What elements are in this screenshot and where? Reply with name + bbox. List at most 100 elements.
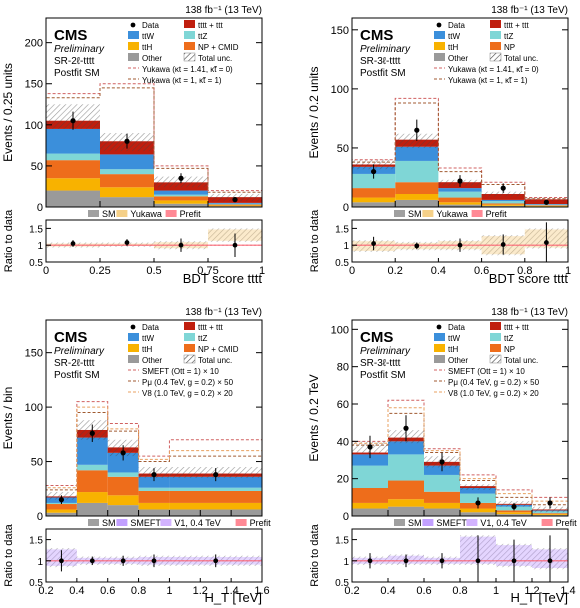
legend-label: ttW xyxy=(142,334,154,343)
ratio-point xyxy=(70,241,76,246)
bar-other xyxy=(138,509,170,516)
ratio-point xyxy=(151,558,157,564)
y-tick-label: 100 xyxy=(331,84,349,96)
ratio-legend-label: V1, 0.4 TeV xyxy=(480,518,526,528)
legend-swatch xyxy=(128,31,139,39)
lumi-label: 138 fb⁻¹ (13 TeV) xyxy=(491,5,568,16)
legend-data-marker xyxy=(436,22,442,28)
y-tick-label: 20 xyxy=(337,474,349,486)
bar-np-cmid xyxy=(46,504,77,510)
x-tick-label: 0.2 xyxy=(38,585,53,597)
bar-ttz xyxy=(169,487,262,491)
legend-label: V8 (1.0 TeV, g = 0.2) × 20 xyxy=(448,389,539,398)
ratio-legend-swatch xyxy=(88,210,99,217)
data-point xyxy=(371,168,377,175)
bar-ttw xyxy=(395,146,439,161)
ratio-legend-swatch xyxy=(394,519,405,526)
ratio-legend-label: SM xyxy=(102,518,116,528)
ratio-legend-swatch xyxy=(541,519,553,526)
bar-ttz xyxy=(438,191,482,198)
legend-label: tttt + ttt xyxy=(198,323,223,332)
x-tick-label: 0.4 xyxy=(431,265,446,277)
unc-band xyxy=(524,197,568,202)
x-tick-label: 1 xyxy=(259,265,265,277)
bar-np xyxy=(352,188,396,198)
bar-tth xyxy=(138,502,170,510)
bar-tth xyxy=(100,187,154,198)
bar-ttz xyxy=(352,173,396,189)
ratio-y-tick-label: 1 xyxy=(343,557,349,568)
ratio-legend-label: Prefit xyxy=(250,518,272,528)
x-tick-label: 1 xyxy=(166,585,172,597)
bar-tth xyxy=(395,194,439,200)
legend-swatch xyxy=(490,333,501,341)
region-label: SR-2ℓ-tttt xyxy=(54,56,95,67)
ratio-y-tick-label: 1 xyxy=(37,557,43,568)
y-tick-label: 200 xyxy=(25,38,43,50)
ratio-legend-swatch xyxy=(235,519,247,526)
bar-ttz xyxy=(208,203,262,205)
bar-tth xyxy=(208,205,262,207)
data-points xyxy=(70,111,238,203)
signal-line xyxy=(45,401,263,516)
ratio-panel: 0.5 1 1.5 SM SMEFT V1, 0.4 TeV Prefit Ratio to … xyxy=(3,518,271,589)
ratio-point xyxy=(403,558,409,564)
bar-other xyxy=(388,506,424,516)
bar-other xyxy=(169,509,262,516)
bar-tth xyxy=(460,508,496,513)
fit-label: Postfit SM xyxy=(54,370,100,381)
ratio-legend-label: SM xyxy=(408,518,422,528)
data-points xyxy=(367,415,553,511)
x-tick-label: 1.6 xyxy=(254,585,269,597)
ratio-point xyxy=(89,558,95,564)
unc-band xyxy=(481,191,525,197)
signal-line xyxy=(45,83,263,207)
bar-other xyxy=(424,508,460,516)
ratio-legend-swatch xyxy=(466,519,478,526)
fit-label: Postfit SM xyxy=(360,68,406,79)
x-tick-label: 0.5 xyxy=(146,265,161,277)
ratio-y-tick-label: 1 xyxy=(343,241,349,252)
legend-swatch xyxy=(489,354,502,364)
ratio-point xyxy=(547,558,553,564)
legend-swatch xyxy=(184,344,195,352)
data-point xyxy=(500,185,506,191)
legend-swatch xyxy=(434,355,445,363)
ratio-point xyxy=(59,558,64,564)
lumi-label: 138 fb⁻¹ (13 TeV) xyxy=(491,307,568,318)
legend-swatch xyxy=(489,52,502,62)
ratio-point xyxy=(213,558,219,564)
region-label: SR-3ℓ-tttt xyxy=(360,56,401,67)
legend-data-marker xyxy=(130,324,136,330)
bar-tth xyxy=(154,200,208,204)
data-point xyxy=(213,472,219,478)
bar-other xyxy=(481,205,525,207)
y-axis-title: Events / bin xyxy=(1,387,15,450)
legend-label: ttW xyxy=(448,334,460,343)
legend-swatch xyxy=(434,53,445,61)
cms-label: CMS xyxy=(360,329,393,346)
x-tick-label: 0 xyxy=(43,265,49,277)
y-axis-title: Events / 0.2 TeV xyxy=(307,374,321,461)
panel-3: 0 50 100 150 138 fb⁻¹ (13 TeV) CMSPreliminary… xyxy=(1,307,271,605)
bar-np-cmid xyxy=(100,174,154,188)
bar-np-cmid xyxy=(107,476,139,496)
x-tick-label: 0.4 xyxy=(380,585,395,597)
panel-1: 0 50 100 150 200 138 fb⁻¹ (13 TeV) CMSPrelimin… xyxy=(1,5,265,286)
bar-tth xyxy=(352,502,388,509)
legend-label: ttH xyxy=(142,345,152,354)
bar-ttw xyxy=(460,488,496,494)
legend-label: ttW xyxy=(142,32,154,41)
signal-line xyxy=(45,406,263,516)
legend-label: ttH xyxy=(142,43,152,52)
bar-ttw xyxy=(481,199,525,202)
bar-ttw xyxy=(107,452,139,473)
cms-label: CMS xyxy=(54,27,87,44)
bar-ttw xyxy=(208,202,262,204)
fit-label: Postfit SM xyxy=(360,370,406,381)
bar-ttz xyxy=(46,153,100,161)
stacked-bars xyxy=(352,139,568,207)
ratio-legend-label: SMEFT xyxy=(130,518,161,528)
region-label: SR-2ℓ-tttt xyxy=(54,358,95,369)
